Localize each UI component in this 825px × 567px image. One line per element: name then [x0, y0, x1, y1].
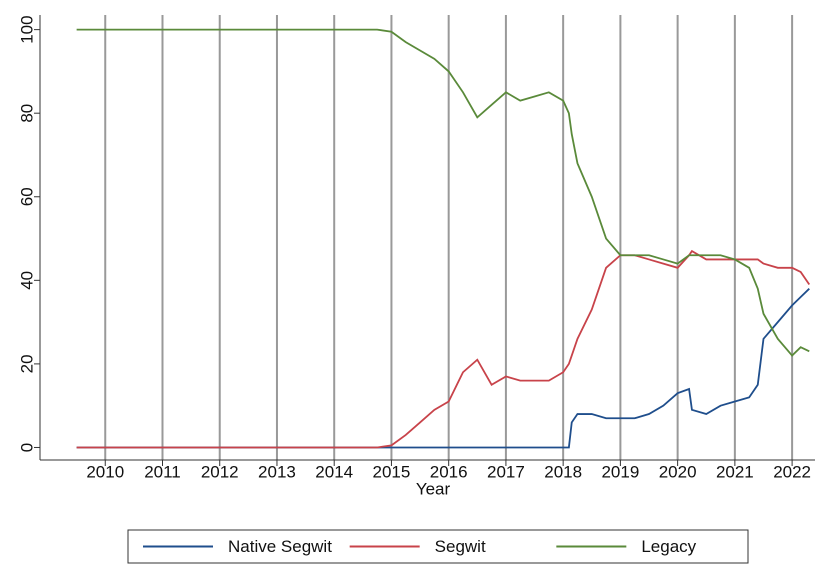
y-tick-label: 40 — [17, 271, 36, 290]
x-axis-label: Year — [416, 479, 451, 498]
x-tick-label: 2019 — [601, 462, 639, 481]
legend-label: Legacy — [641, 537, 696, 556]
y-tick-label: 60 — [17, 187, 36, 206]
x-tick-label: 2010 — [86, 462, 124, 481]
series-line — [76, 288, 810, 449]
series-line — [76, 249, 811, 449]
x-tick-label: 2014 — [315, 462, 353, 481]
x-tick-label: 2018 — [544, 462, 582, 481]
x-tick-label: 2011 — [144, 462, 181, 481]
x-tick-label: 2016 — [430, 462, 468, 481]
y-tick-label: 100 — [17, 15, 36, 43]
x-tick-label: 2013 — [258, 462, 296, 481]
x-tick-label: 2021 — [716, 462, 754, 481]
series-line — [76, 28, 810, 357]
x-tick-label: 2012 — [201, 462, 239, 481]
y-tick-label: 80 — [17, 104, 36, 123]
x-tick-label: 2015 — [373, 462, 411, 481]
x-tick-label: 2020 — [659, 462, 697, 481]
legend-label: Native Segwit — [228, 537, 332, 556]
x-tick-label: 2022 — [773, 462, 811, 481]
legend-label: Segwit — [435, 537, 486, 556]
y-tick-label: 20 — [17, 354, 36, 373]
x-tick-label: 2017 — [487, 462, 525, 481]
y-tick-label: 0 — [17, 443, 36, 452]
legend-box — [127, 529, 749, 564]
